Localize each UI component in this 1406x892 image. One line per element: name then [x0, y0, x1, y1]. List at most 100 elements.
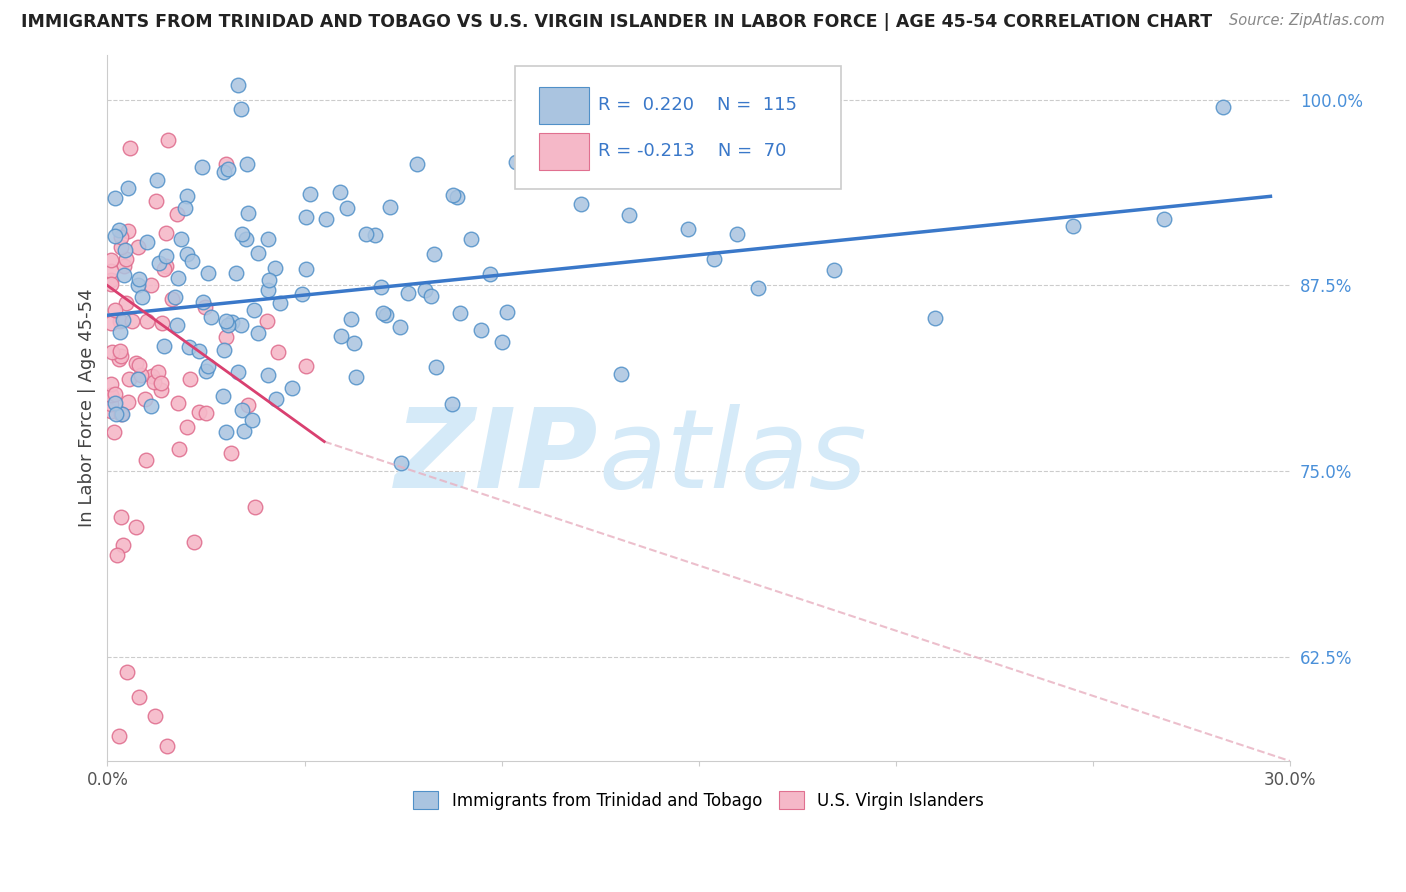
Point	[214, 313, 236, 327]
Point	[166, 271, 188, 285]
Point	[236, 157, 259, 171]
Point	[128, 690, 150, 705]
Point	[450, 305, 472, 319]
Point	[183, 535, 205, 549]
Point	[291, 287, 314, 301]
Y-axis label: In Labor Force | Age 45-54: In Labor Force | Age 45-54	[79, 289, 96, 527]
Point	[256, 232, 278, 246]
Point	[231, 402, 253, 417]
Point	[242, 303, 264, 318]
Point	[145, 194, 167, 209]
Point	[100, 396, 122, 410]
Point	[246, 326, 269, 340]
Point	[295, 359, 318, 374]
Point	[264, 260, 287, 275]
Point	[441, 397, 464, 411]
Point	[924, 310, 946, 325]
Point	[104, 387, 127, 401]
Point	[354, 227, 377, 242]
Point	[155, 250, 177, 264]
Point	[215, 425, 238, 440]
Point	[505, 154, 527, 169]
Point	[235, 232, 257, 246]
Point	[257, 272, 280, 286]
Point	[1212, 100, 1234, 114]
FancyBboxPatch shape	[538, 87, 589, 124]
Point	[676, 222, 699, 236]
Text: R = -0.213    N =  70: R = -0.213 N = 70	[598, 142, 786, 161]
Point	[413, 283, 436, 297]
Point	[104, 395, 127, 409]
Point	[104, 303, 127, 318]
Point	[256, 313, 278, 327]
Point	[146, 173, 169, 187]
Point	[110, 407, 132, 421]
Point	[148, 256, 170, 270]
Point	[135, 235, 157, 250]
Point	[229, 318, 252, 332]
Point	[166, 207, 188, 221]
Point	[370, 279, 392, 293]
Point	[117, 224, 139, 238]
Point	[152, 261, 174, 276]
Point	[200, 310, 222, 325]
Point	[128, 272, 150, 286]
Point	[100, 263, 122, 277]
FancyBboxPatch shape	[538, 133, 589, 169]
Point	[127, 277, 149, 292]
Point	[257, 283, 280, 297]
Point	[295, 261, 318, 276]
Point	[111, 408, 134, 422]
Point	[111, 312, 134, 326]
Point	[610, 367, 633, 381]
Point	[100, 316, 122, 330]
Point	[747, 281, 769, 295]
Point	[569, 197, 592, 211]
Point	[233, 424, 256, 438]
Text: IMMIGRANTS FROM TRINIDAD AND TOBAGO VS U.S. VIRGIN ISLANDER IN LABOR FORCE | AGE: IMMIGRANTS FROM TRINIDAD AND TOBAGO VS U…	[21, 13, 1212, 31]
Point	[108, 223, 131, 237]
Point	[155, 226, 177, 240]
Point	[141, 278, 163, 293]
Point	[419, 288, 441, 302]
Point	[221, 315, 243, 329]
Point	[100, 252, 122, 267]
Point	[219, 446, 242, 460]
Point	[226, 365, 249, 379]
Point	[127, 372, 149, 386]
Point	[166, 318, 188, 333]
Point	[112, 259, 135, 273]
Point	[617, 207, 640, 221]
Point	[110, 349, 132, 363]
Point	[225, 266, 247, 280]
Point	[217, 318, 239, 332]
Point	[155, 739, 177, 754]
Point	[156, 132, 179, 146]
Point	[215, 330, 238, 344]
Point	[143, 709, 166, 723]
Point	[703, 252, 725, 266]
Point	[146, 365, 169, 379]
Point	[375, 308, 398, 322]
Point	[108, 314, 131, 328]
Point	[299, 186, 322, 201]
Point	[108, 729, 131, 743]
Point	[280, 381, 302, 395]
Point	[295, 211, 318, 225]
Point	[188, 405, 211, 419]
Point	[396, 285, 419, 300]
Point	[1153, 211, 1175, 226]
Point	[110, 343, 132, 358]
Point	[446, 190, 468, 204]
Point	[236, 206, 259, 220]
Point	[104, 229, 127, 244]
Point	[217, 162, 239, 177]
Point	[243, 500, 266, 515]
Point	[100, 388, 122, 402]
Point	[212, 343, 235, 357]
Point	[425, 359, 447, 374]
Point	[231, 227, 253, 242]
Point	[167, 442, 190, 457]
Point	[165, 290, 187, 304]
Point	[143, 375, 166, 389]
